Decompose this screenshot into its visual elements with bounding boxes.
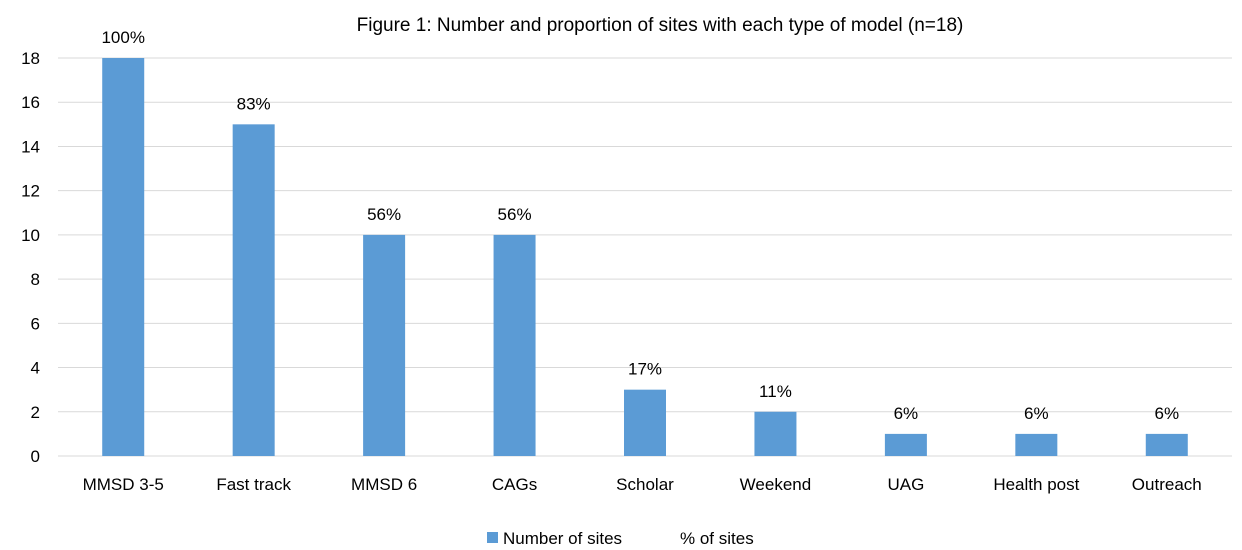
x-tick-label: Outreach <box>1132 475 1202 494</box>
bar <box>884 433 927 456</box>
data-label: 83% <box>237 94 271 113</box>
y-tick-label: 0 <box>31 447 40 466</box>
x-tick-label: Fast track <box>216 475 291 494</box>
x-tick-label: CAGs <box>492 475 537 494</box>
y-tick-label: 6 <box>31 314 40 333</box>
bar <box>1145 433 1188 456</box>
bar <box>493 234 536 456</box>
data-label: 6% <box>894 404 919 423</box>
chart-title: Figure 1: Number and proportion of sites… <box>357 15 964 36</box>
x-tick-label: Weekend <box>740 475 812 494</box>
data-label: 11% <box>759 382 792 401</box>
x-tick-label: MMSD 3-5 <box>83 475 164 494</box>
x-tick-label: Health post <box>993 475 1079 494</box>
data-label: 100% <box>101 28 144 47</box>
data-label: 56% <box>498 205 532 224</box>
y-tick-label: 12 <box>21 182 40 201</box>
bar <box>102 58 145 456</box>
x-tick-label: MMSD 6 <box>351 475 417 494</box>
data-label: 56% <box>367 205 401 224</box>
y-axis-tick-labels: 0 2 4 6 8 10 12 14 16 18 <box>21 49 40 466</box>
x-tick-label: Scholar <box>616 475 674 494</box>
bar <box>232 124 275 456</box>
bars <box>102 58 1188 456</box>
y-tick-label: 16 <box>21 93 40 112</box>
bar <box>1015 433 1058 456</box>
data-label: 6% <box>1154 404 1179 423</box>
y-tick-label: 14 <box>21 137 40 156</box>
y-tick-label: 4 <box>31 359 40 378</box>
data-labels: 100% 83% 56% 56% 17% 11% 6% 6% 6% <box>101 28 1179 423</box>
y-tick-label: 18 <box>21 49 40 68</box>
bar <box>754 411 797 456</box>
y-tick-label: 8 <box>31 270 40 289</box>
data-label: 6% <box>1024 404 1049 423</box>
bar <box>624 389 666 456</box>
legend: Number of sites % of sites <box>487 529 754 548</box>
y-tick-label: 10 <box>21 226 40 245</box>
data-label: 17% <box>628 360 662 379</box>
legend-label-number-of-sites: Number of sites <box>503 529 622 548</box>
legend-swatch-number-of-sites <box>487 532 498 543</box>
bar <box>363 234 406 456</box>
y-tick-label: 2 <box>31 403 40 422</box>
x-axis-tick-labels: MMSD 3-5 Fast track MMSD 6 CAGs Scholar Weeke… <box>83 475 1202 494</box>
legend-label-percent-of-sites: % of sites <box>680 529 754 548</box>
x-tick-label: UAG <box>887 475 924 494</box>
